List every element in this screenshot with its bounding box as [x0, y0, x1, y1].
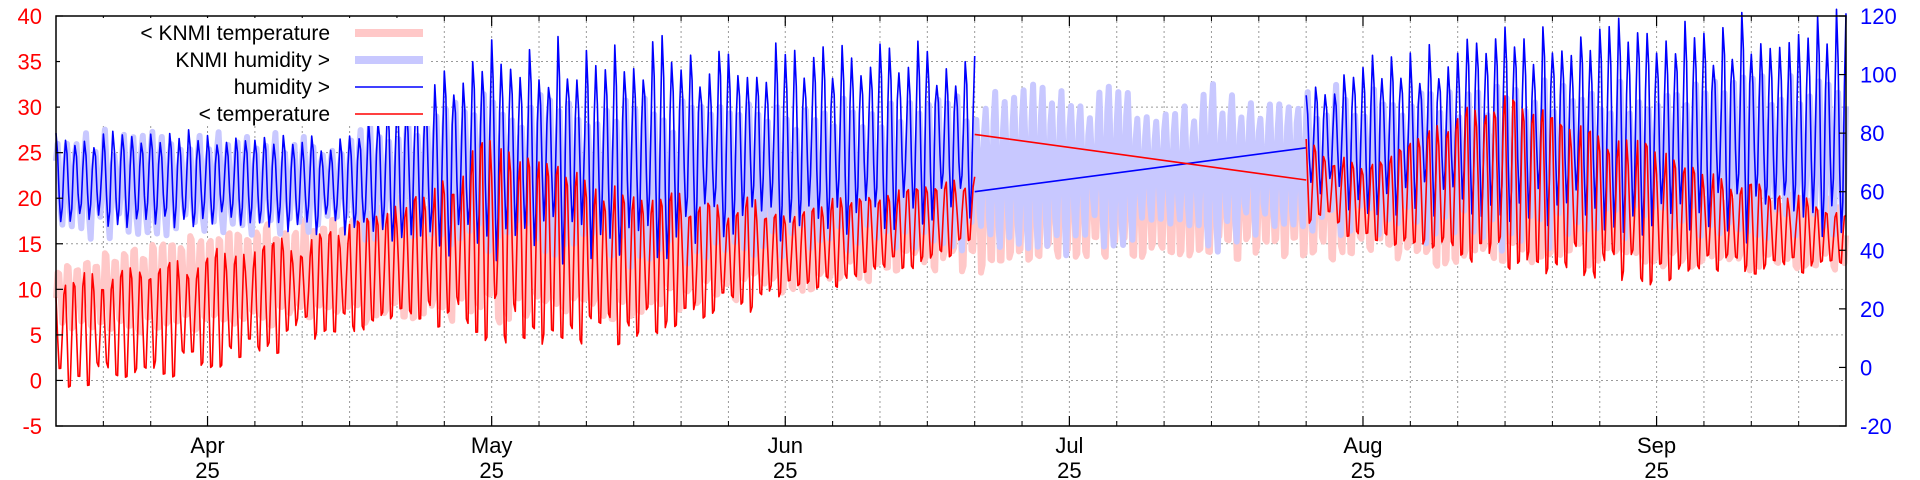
- left-tick-label: 25: [18, 141, 42, 166]
- legend-label: KNMI humidity >: [175, 49, 330, 72]
- legend-label: < temperature: [199, 103, 330, 126]
- x-tick-month-label: Aug: [1343, 433, 1382, 458]
- series-4: [55, 95, 1847, 388]
- right-tick-label: 40: [1860, 238, 1884, 263]
- x-tick-month-label: May: [471, 433, 513, 458]
- left-tick-label: 10: [18, 277, 42, 302]
- legend-label: humidity >: [234, 76, 330, 99]
- left-tick-label: 30: [18, 95, 42, 120]
- right-tick-label: 120: [1860, 4, 1897, 29]
- series-line: [55, 34, 976, 265]
- right-tick-label: 80: [1860, 121, 1884, 146]
- x-tick-month-label: Apr: [190, 433, 224, 458]
- series-line: [1305, 95, 1847, 286]
- right-axis-ticks: 120 100 80 60 40 20 0 -20: [1839, 4, 1897, 439]
- left-tick-label: 40: [18, 4, 42, 29]
- right-tick-label: 0: [1860, 355, 1872, 380]
- legend: < KNMI temperature KNMI humidity > humidit…: [60, 18, 430, 126]
- right-tick-label: -20: [1860, 414, 1892, 439]
- x-tick-year-label: 25: [1644, 458, 1668, 480]
- series-line: [974, 147, 1307, 193]
- x-tick-year-label: 25: [1057, 458, 1081, 480]
- series-line: [55, 139, 976, 388]
- left-tick-label: 15: [18, 232, 42, 257]
- x-tick-month-label: Jul: [1055, 433, 1083, 458]
- left-tick-label: -5: [22, 414, 42, 439]
- series-layer: [53, 8, 1849, 388]
- x-tick-year-label: 25: [1351, 458, 1375, 480]
- left-axis-ticks: 40 35 30 25 20 15 10 5 0 -5: [18, 4, 63, 439]
- left-tick-label: 35: [18, 50, 42, 75]
- x-tick-year-label: 25: [195, 458, 219, 480]
- left-tick-label: 0: [30, 368, 42, 393]
- right-tick-label: 100: [1860, 63, 1897, 88]
- right-tick-label: 60: [1860, 180, 1884, 205]
- plot-frame: [55, 15, 1847, 427]
- series-3: [55, 8, 1847, 265]
- left-tick-label: 5: [30, 323, 42, 348]
- x-tick-year-label: 25: [773, 458, 797, 480]
- x-tick-month-label: Jun: [768, 433, 803, 458]
- right-tick-label: 20: [1860, 297, 1884, 322]
- x-tick-year-label: 25: [479, 458, 503, 480]
- series-line: [974, 133, 1307, 181]
- left-tick-label: 20: [18, 186, 42, 211]
- x-tick-month-label: Sep: [1637, 433, 1676, 458]
- legend-label: < KNMI temperature: [140, 22, 330, 45]
- series-line: [1305, 8, 1847, 244]
